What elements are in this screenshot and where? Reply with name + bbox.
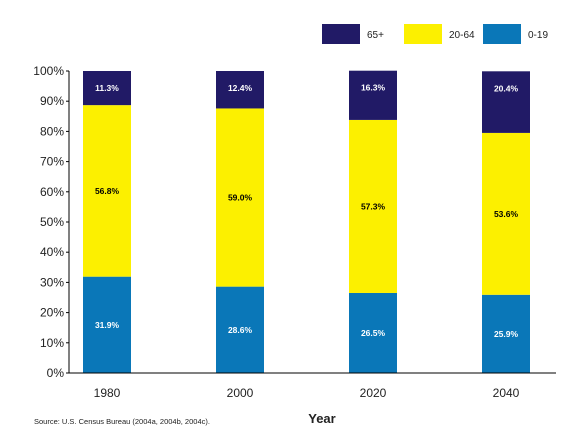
bar-segment-65plus [482, 71, 530, 133]
legend-label: 0-19 [528, 30, 548, 41]
bar-data-label: 57.3% [361, 201, 386, 211]
bar-data-label: 12.4% [228, 83, 253, 93]
y-tick-label: 10% [40, 336, 64, 350]
y-tick-label: 30% [40, 275, 64, 289]
x-tick-label: 2020 [360, 386, 387, 400]
legend-swatch-65plus [322, 24, 360, 44]
bar-data-label: 53.6% [494, 209, 519, 219]
bar-segment-65plus [216, 71, 264, 109]
bar-segment-0-19 [349, 292, 397, 373]
legend-swatch-0-19 [483, 24, 521, 44]
bar-segment-20-64 [482, 132, 530, 295]
bar-data-label: 11.3% [95, 83, 119, 93]
legend-swatch-20-64 [404, 24, 442, 44]
legend-label: 20-64 [449, 30, 475, 41]
source-note: Source: U.S. Census Bureau (2004a, 2004b… [34, 417, 210, 426]
x-axis-title: Year [308, 411, 335, 426]
bar-data-label: 59.0% [228, 193, 253, 203]
bar-data-label: 56.8% [95, 186, 120, 196]
y-tick-label: 40% [40, 245, 64, 259]
bar-segment-0-19 [216, 286, 264, 373]
y-tick-label: 80% [40, 124, 64, 138]
bar-data-label: 28.6% [228, 325, 253, 335]
x-tick-label: 1980 [94, 386, 121, 400]
bar-segment-0-19 [482, 294, 530, 373]
y-tick-label: 50% [40, 215, 64, 229]
bar-segment-65plus [83, 71, 131, 106]
bar-segment-20-64 [349, 119, 397, 293]
bar-segment-20-64 [83, 105, 131, 277]
bar-segment-20-64 [216, 108, 264, 287]
y-tick-label: 70% [40, 155, 64, 169]
bar-data-label: 16.3% [361, 83, 386, 93]
bar-data-label: 26.5% [361, 328, 386, 338]
bar-data-label: 25.9% [494, 329, 519, 339]
y-tick-label: 0% [47, 366, 65, 380]
x-tick-label: 2000 [227, 386, 254, 400]
legend-label: 65+ [367, 30, 384, 41]
bar-segment-65plus [349, 70, 397, 120]
y-tick-label: 60% [40, 185, 64, 199]
bar-data-label: 31.9% [95, 320, 120, 330]
bar-segment-0-19 [83, 276, 131, 373]
y-tick-label: 100% [33, 64, 64, 78]
x-tick-label: 2040 [493, 386, 520, 400]
y-tick-label: 20% [40, 306, 64, 320]
y-tick-label: 90% [40, 94, 64, 108]
bar-data-label: 20.4% [494, 83, 519, 93]
